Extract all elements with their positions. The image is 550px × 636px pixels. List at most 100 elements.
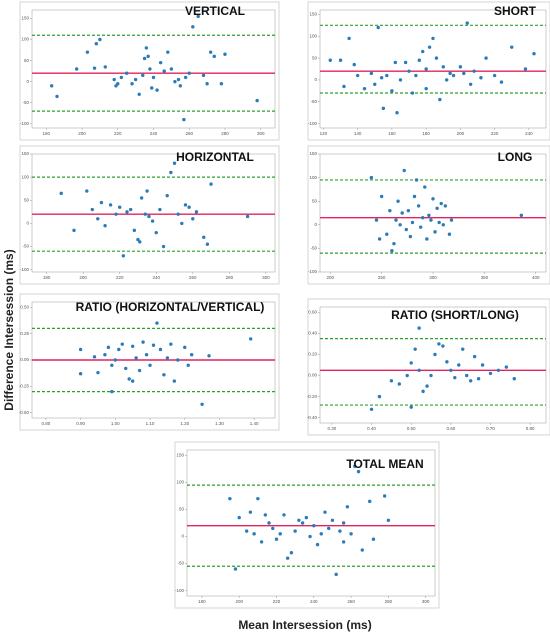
y-tick-label: 0.25 <box>20 331 29 336</box>
point <box>233 567 238 571</box>
point <box>259 540 264 544</box>
point <box>408 234 413 239</box>
y-tick-label: 100 <box>176 480 184 485</box>
x-tick-label: 0.30 <box>328 426 337 431</box>
point <box>369 71 374 76</box>
point <box>388 208 392 213</box>
point <box>427 45 432 49</box>
point <box>133 77 138 82</box>
point <box>431 197 435 201</box>
point <box>439 201 443 206</box>
plot-area <box>186 449 436 597</box>
point <box>147 214 151 219</box>
x-tick-label: 250 <box>378 275 386 280</box>
point <box>342 84 346 89</box>
point <box>128 207 133 212</box>
panel-frame <box>307 145 550 285</box>
point <box>191 25 195 29</box>
x-tick-label: 400 <box>532 275 540 280</box>
point <box>434 56 439 60</box>
x-tick-label: 300 <box>429 275 437 280</box>
point <box>341 540 346 544</box>
x-tick-label: 240 <box>310 599 318 604</box>
point <box>178 84 183 88</box>
y-tick-label: 0.00 <box>308 373 317 378</box>
point <box>55 94 59 99</box>
point <box>304 515 309 520</box>
point <box>237 515 241 520</box>
y-tick-label: 0.50 <box>20 304 29 309</box>
point <box>444 78 449 82</box>
point <box>85 189 89 193</box>
point <box>282 513 286 517</box>
point <box>90 207 94 212</box>
point <box>108 203 113 207</box>
point <box>155 321 159 325</box>
point <box>274 537 279 541</box>
point <box>480 363 485 367</box>
point <box>99 200 104 205</box>
panel-title: TOTAL MEAN <box>346 457 423 471</box>
x-tick-label: 220 <box>116 275 124 280</box>
point <box>223 52 227 56</box>
point <box>435 206 439 210</box>
point <box>161 244 166 249</box>
point <box>148 67 152 71</box>
x-tick-label: 1.10 <box>146 421 155 426</box>
point <box>144 46 149 50</box>
point <box>418 225 423 229</box>
point <box>248 510 253 514</box>
point <box>134 356 138 360</box>
point <box>137 92 141 96</box>
point <box>438 97 442 102</box>
y-tick-label: 0.00 <box>20 357 29 362</box>
point <box>319 532 323 536</box>
point <box>114 212 118 216</box>
x-tick-label: 0.40 <box>367 426 376 431</box>
point <box>413 347 417 351</box>
point <box>72 228 76 233</box>
point <box>407 69 411 73</box>
point <box>457 363 461 367</box>
point <box>176 77 181 82</box>
point <box>244 529 249 533</box>
x-tick-label: 0.90 <box>76 421 85 426</box>
y-tick-label: 50 <box>24 58 30 63</box>
point <box>127 377 131 381</box>
point <box>429 373 433 378</box>
point <box>410 220 415 225</box>
point <box>519 213 524 218</box>
point <box>453 375 457 380</box>
point <box>180 221 184 226</box>
point <box>155 88 159 92</box>
point <box>49 84 54 88</box>
point <box>94 42 99 46</box>
point <box>308 534 312 539</box>
y-tick-label: 0 <box>314 222 317 227</box>
point <box>148 363 152 367</box>
point <box>141 73 145 78</box>
point <box>393 60 398 65</box>
point <box>421 216 425 220</box>
point <box>433 352 437 357</box>
panel-title: LONG <box>498 150 533 164</box>
point <box>338 529 342 533</box>
point <box>429 218 433 222</box>
y-tick-label: 0 <box>314 77 317 82</box>
x-tick-label: 1.00 <box>111 421 120 426</box>
point <box>136 237 140 242</box>
point <box>267 521 271 525</box>
point <box>130 379 135 383</box>
point <box>334 572 338 577</box>
y-tick-label: 150 <box>176 453 184 458</box>
point <box>400 211 404 215</box>
point <box>377 394 382 399</box>
point <box>151 75 156 80</box>
point <box>146 54 150 59</box>
point <box>183 75 188 80</box>
x-tick-label: 300 <box>422 599 430 604</box>
point <box>423 185 427 189</box>
plot-area <box>319 153 547 273</box>
y-tick-label: 50 <box>24 197 30 202</box>
